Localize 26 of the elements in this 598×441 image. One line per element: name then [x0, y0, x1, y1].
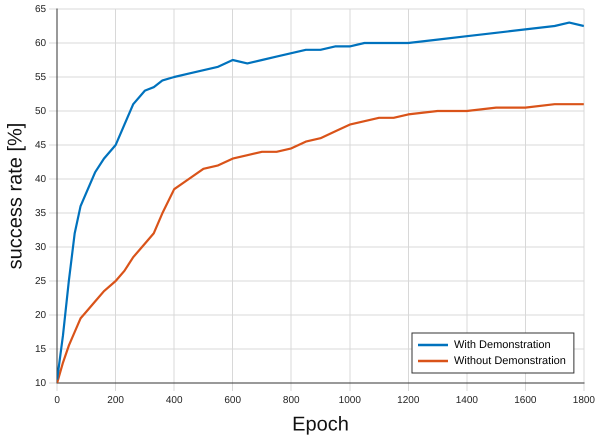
y-tick-label: 40 [35, 174, 47, 185]
y-tick-label: 25 [35, 276, 47, 287]
x-tick-label: 1800 [572, 394, 596, 406]
y-tick-label: 15 [35, 344, 47, 355]
y-tick-label: 30 [35, 242, 47, 253]
y-tick-label: 45 [35, 140, 47, 151]
x-tick-label: 0 [54, 394, 60, 406]
y-axis-title: success rate [%] [4, 122, 27, 270]
legend-label: With Demonstration [454, 339, 551, 352]
y-tick-label: 50 [35, 106, 47, 117]
x-tick-label: 400 [166, 394, 183, 406]
y-tick-label: 55 [35, 72, 47, 83]
x-tick-label: 800 [282, 394, 300, 406]
legend-label: Without Demonstration [454, 355, 566, 368]
x-tick-label: 1600 [514, 394, 537, 406]
x-tick-label: 1000 [338, 394, 362, 406]
y-tick-label: 65 [35, 4, 47, 15]
x-axis-title: Epoch [292, 414, 349, 436]
x-tick-label: 1200 [397, 394, 420, 406]
y-tick-label: 10 [35, 378, 47, 389]
y-tick-label: 60 [35, 38, 47, 49]
x-tick-label: 1400 [456, 394, 478, 406]
y-tick-label: 35 [35, 208, 47, 219]
x-tick-label: 200 [107, 394, 124, 406]
y-tick-label: 20 [35, 310, 47, 321]
x-tick-label: 600 [224, 394, 242, 406]
